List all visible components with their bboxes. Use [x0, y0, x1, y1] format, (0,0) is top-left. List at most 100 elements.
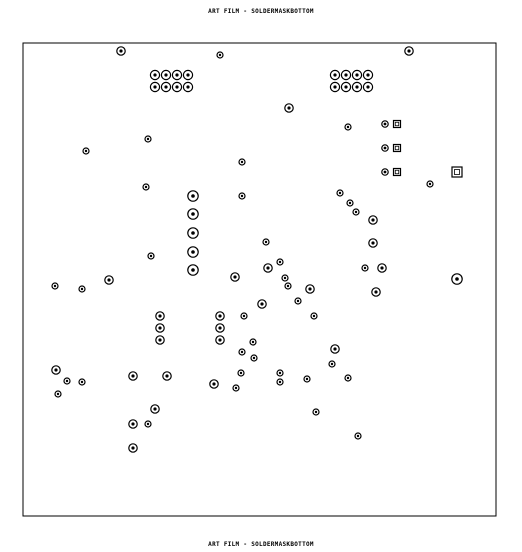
- pad-hole: [218, 338, 222, 342]
- connector-pin-hole: [344, 85, 348, 89]
- pad: [215, 311, 225, 321]
- pad: [263, 263, 273, 273]
- pad-hole: [158, 326, 162, 330]
- via: [336, 189, 344, 197]
- via-hole: [286, 284, 290, 288]
- connector-pin: [149, 81, 161, 93]
- via-hole: [312, 314, 316, 318]
- via: [51, 282, 59, 290]
- pad: [215, 335, 225, 345]
- pad-hole: [165, 374, 169, 378]
- connector-pin-hole: [355, 73, 359, 77]
- via-hole: [149, 254, 153, 258]
- via-hole: [338, 191, 342, 195]
- via-hole: [239, 371, 243, 375]
- via-hole: [363, 266, 367, 270]
- via: [262, 238, 270, 246]
- pad: [155, 311, 165, 321]
- via: [276, 378, 284, 386]
- connector-pin: [351, 81, 363, 93]
- pad-hole: [131, 446, 135, 450]
- via: [142, 183, 150, 191]
- via-hole: [242, 314, 246, 318]
- via-hole: [80, 287, 84, 291]
- via-hole: [56, 392, 60, 396]
- pad: [284, 103, 294, 113]
- connector-pin: [171, 69, 183, 81]
- large-pad: [187, 227, 199, 239]
- square-pad: [392, 167, 402, 177]
- pad-layer: [51, 46, 463, 453]
- pad-hole: [287, 106, 291, 110]
- via-hole: [346, 376, 350, 380]
- connector-pin-hole: [186, 85, 190, 89]
- pad: [257, 299, 267, 309]
- via: [78, 285, 86, 293]
- large-pad: [187, 264, 199, 276]
- connector-pin-hole: [175, 85, 179, 89]
- pad: [371, 287, 381, 297]
- via: [276, 369, 284, 377]
- pad: [305, 284, 315, 294]
- via: [328, 360, 336, 368]
- via-hole: [53, 284, 57, 288]
- via: [352, 208, 360, 216]
- connector-pin: [171, 81, 183, 93]
- pad-hole: [131, 374, 135, 378]
- connector-pin: [160, 81, 172, 93]
- connector-pin: [182, 69, 194, 81]
- via: [216, 51, 224, 59]
- square-pad-large-hole: [454, 169, 460, 175]
- square-pad-large: [451, 166, 463, 178]
- large-pad: [187, 246, 199, 258]
- large-pad-hole: [191, 212, 195, 216]
- via-hole: [252, 356, 256, 360]
- connector-pin: [160, 69, 172, 81]
- connector-pin: [329, 81, 341, 93]
- via: [249, 338, 257, 346]
- pad: [104, 275, 114, 285]
- pad-hole: [383, 146, 387, 150]
- connector-pin-hole: [355, 85, 359, 89]
- via-hole: [428, 182, 432, 186]
- pad: [381, 144, 389, 152]
- pad-hole: [218, 314, 222, 318]
- pad-hole: [260, 302, 264, 306]
- via-hole: [314, 410, 318, 414]
- large-pad-hole: [455, 277, 459, 281]
- pad: [128, 419, 138, 429]
- pad-hole: [407, 49, 411, 53]
- via: [82, 147, 90, 155]
- large-pad-hole: [191, 268, 195, 272]
- via-hole: [264, 240, 268, 244]
- pad-hole: [374, 290, 378, 294]
- connector-pin-hole: [366, 73, 370, 77]
- pad: [162, 371, 172, 381]
- pad: [150, 404, 160, 414]
- via: [144, 135, 152, 143]
- via: [232, 384, 240, 392]
- pad: [377, 263, 387, 273]
- via-hole: [84, 149, 88, 153]
- via: [294, 297, 302, 305]
- film-title-bottom: ART FILM - SOLDERMASKBOTTOM: [208, 541, 314, 548]
- via: [354, 432, 362, 440]
- pad: [404, 46, 414, 56]
- via-hole: [218, 53, 222, 57]
- via-hole: [144, 185, 148, 189]
- large-pad-hole: [191, 194, 195, 198]
- via: [240, 312, 248, 320]
- via-hole: [80, 380, 84, 384]
- via: [344, 374, 352, 382]
- via: [426, 180, 434, 188]
- pad: [128, 443, 138, 453]
- via-hole: [278, 260, 282, 264]
- pad-hole: [54, 368, 58, 372]
- square-pad-hole: [394, 121, 400, 127]
- large-pad: [187, 190, 199, 202]
- connector-pin-hole: [164, 73, 168, 77]
- via-hole: [240, 350, 244, 354]
- via-hole: [234, 386, 238, 390]
- connector-pin-hole: [186, 73, 190, 77]
- connector-pin: [340, 81, 352, 93]
